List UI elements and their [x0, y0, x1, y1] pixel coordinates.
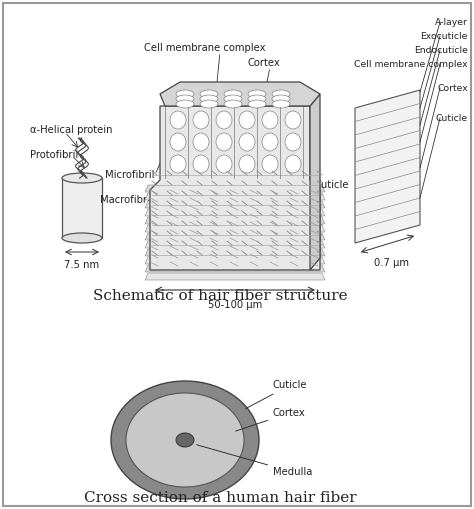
Text: Medulla: Medulla	[197, 445, 312, 477]
Text: α-Helical protein: α-Helical protein	[30, 125, 112, 135]
Ellipse shape	[272, 95, 290, 103]
Text: Endocuticle: Endocuticle	[414, 45, 468, 54]
Ellipse shape	[176, 100, 194, 108]
Ellipse shape	[170, 155, 186, 173]
Ellipse shape	[176, 90, 194, 98]
Ellipse shape	[200, 90, 218, 98]
Text: Cross section of a human hair fiber: Cross section of a human hair fiber	[84, 491, 356, 505]
Ellipse shape	[216, 133, 232, 151]
Text: Cortex: Cortex	[248, 58, 281, 68]
Polygon shape	[145, 209, 325, 216]
Ellipse shape	[193, 111, 209, 129]
Ellipse shape	[193, 133, 209, 151]
Ellipse shape	[200, 100, 218, 108]
Ellipse shape	[285, 155, 301, 173]
Bar	[62, 178, 102, 238]
Ellipse shape	[239, 155, 255, 173]
Polygon shape	[150, 106, 320, 270]
Ellipse shape	[200, 95, 218, 103]
Ellipse shape	[248, 100, 266, 108]
Ellipse shape	[239, 133, 255, 151]
Ellipse shape	[62, 233, 102, 243]
Ellipse shape	[262, 155, 278, 173]
Text: Exocuticle: Exocuticle	[420, 32, 468, 41]
Ellipse shape	[272, 90, 290, 98]
Ellipse shape	[262, 111, 278, 129]
Polygon shape	[145, 193, 325, 200]
Text: Macrofibril: Macrofibril	[100, 195, 153, 205]
Polygon shape	[145, 249, 325, 256]
Text: 50-100 μm: 50-100 μm	[208, 300, 262, 310]
Polygon shape	[145, 201, 325, 208]
Polygon shape	[145, 225, 325, 232]
Ellipse shape	[224, 100, 242, 108]
Text: 0.7 μm: 0.7 μm	[374, 258, 409, 268]
Text: A-layer: A-layer	[435, 17, 468, 26]
Ellipse shape	[216, 155, 232, 173]
Ellipse shape	[285, 133, 301, 151]
Polygon shape	[355, 90, 420, 243]
Ellipse shape	[248, 95, 266, 103]
Polygon shape	[145, 265, 325, 272]
Ellipse shape	[170, 111, 186, 129]
Ellipse shape	[224, 95, 242, 103]
Ellipse shape	[248, 90, 266, 98]
Text: Cuticle: Cuticle	[246, 380, 308, 409]
Polygon shape	[145, 257, 325, 264]
Ellipse shape	[176, 433, 194, 447]
Text: Cell membrane complex: Cell membrane complex	[144, 43, 266, 53]
Ellipse shape	[170, 133, 186, 151]
FancyBboxPatch shape	[3, 3, 471, 506]
Text: Schematic of hair fiber structure: Schematic of hair fiber structure	[93, 289, 347, 303]
Ellipse shape	[239, 111, 255, 129]
Ellipse shape	[285, 111, 301, 129]
Ellipse shape	[262, 133, 278, 151]
Ellipse shape	[224, 90, 242, 98]
Ellipse shape	[176, 95, 194, 103]
Text: Cortex: Cortex	[236, 408, 306, 431]
Text: Cuticle: Cuticle	[315, 180, 349, 190]
Polygon shape	[145, 241, 325, 248]
Ellipse shape	[216, 111, 232, 129]
Polygon shape	[145, 233, 325, 240]
Text: Protofibril: Protofibril	[30, 150, 78, 160]
Ellipse shape	[126, 393, 244, 487]
Text: Cortex: Cortex	[437, 83, 468, 93]
Polygon shape	[160, 82, 320, 106]
Ellipse shape	[193, 155, 209, 173]
Text: Cuticle: Cuticle	[436, 114, 468, 123]
Text: Microfibril: Microfibril	[105, 170, 155, 180]
Ellipse shape	[62, 173, 102, 183]
Polygon shape	[310, 94, 320, 270]
Polygon shape	[145, 217, 325, 224]
Ellipse shape	[111, 381, 259, 499]
Polygon shape	[145, 185, 325, 192]
Polygon shape	[145, 273, 325, 280]
Text: Cell membrane complex: Cell membrane complex	[355, 60, 468, 69]
Ellipse shape	[272, 100, 290, 108]
Text: 7.5 nm: 7.5 nm	[64, 260, 100, 270]
